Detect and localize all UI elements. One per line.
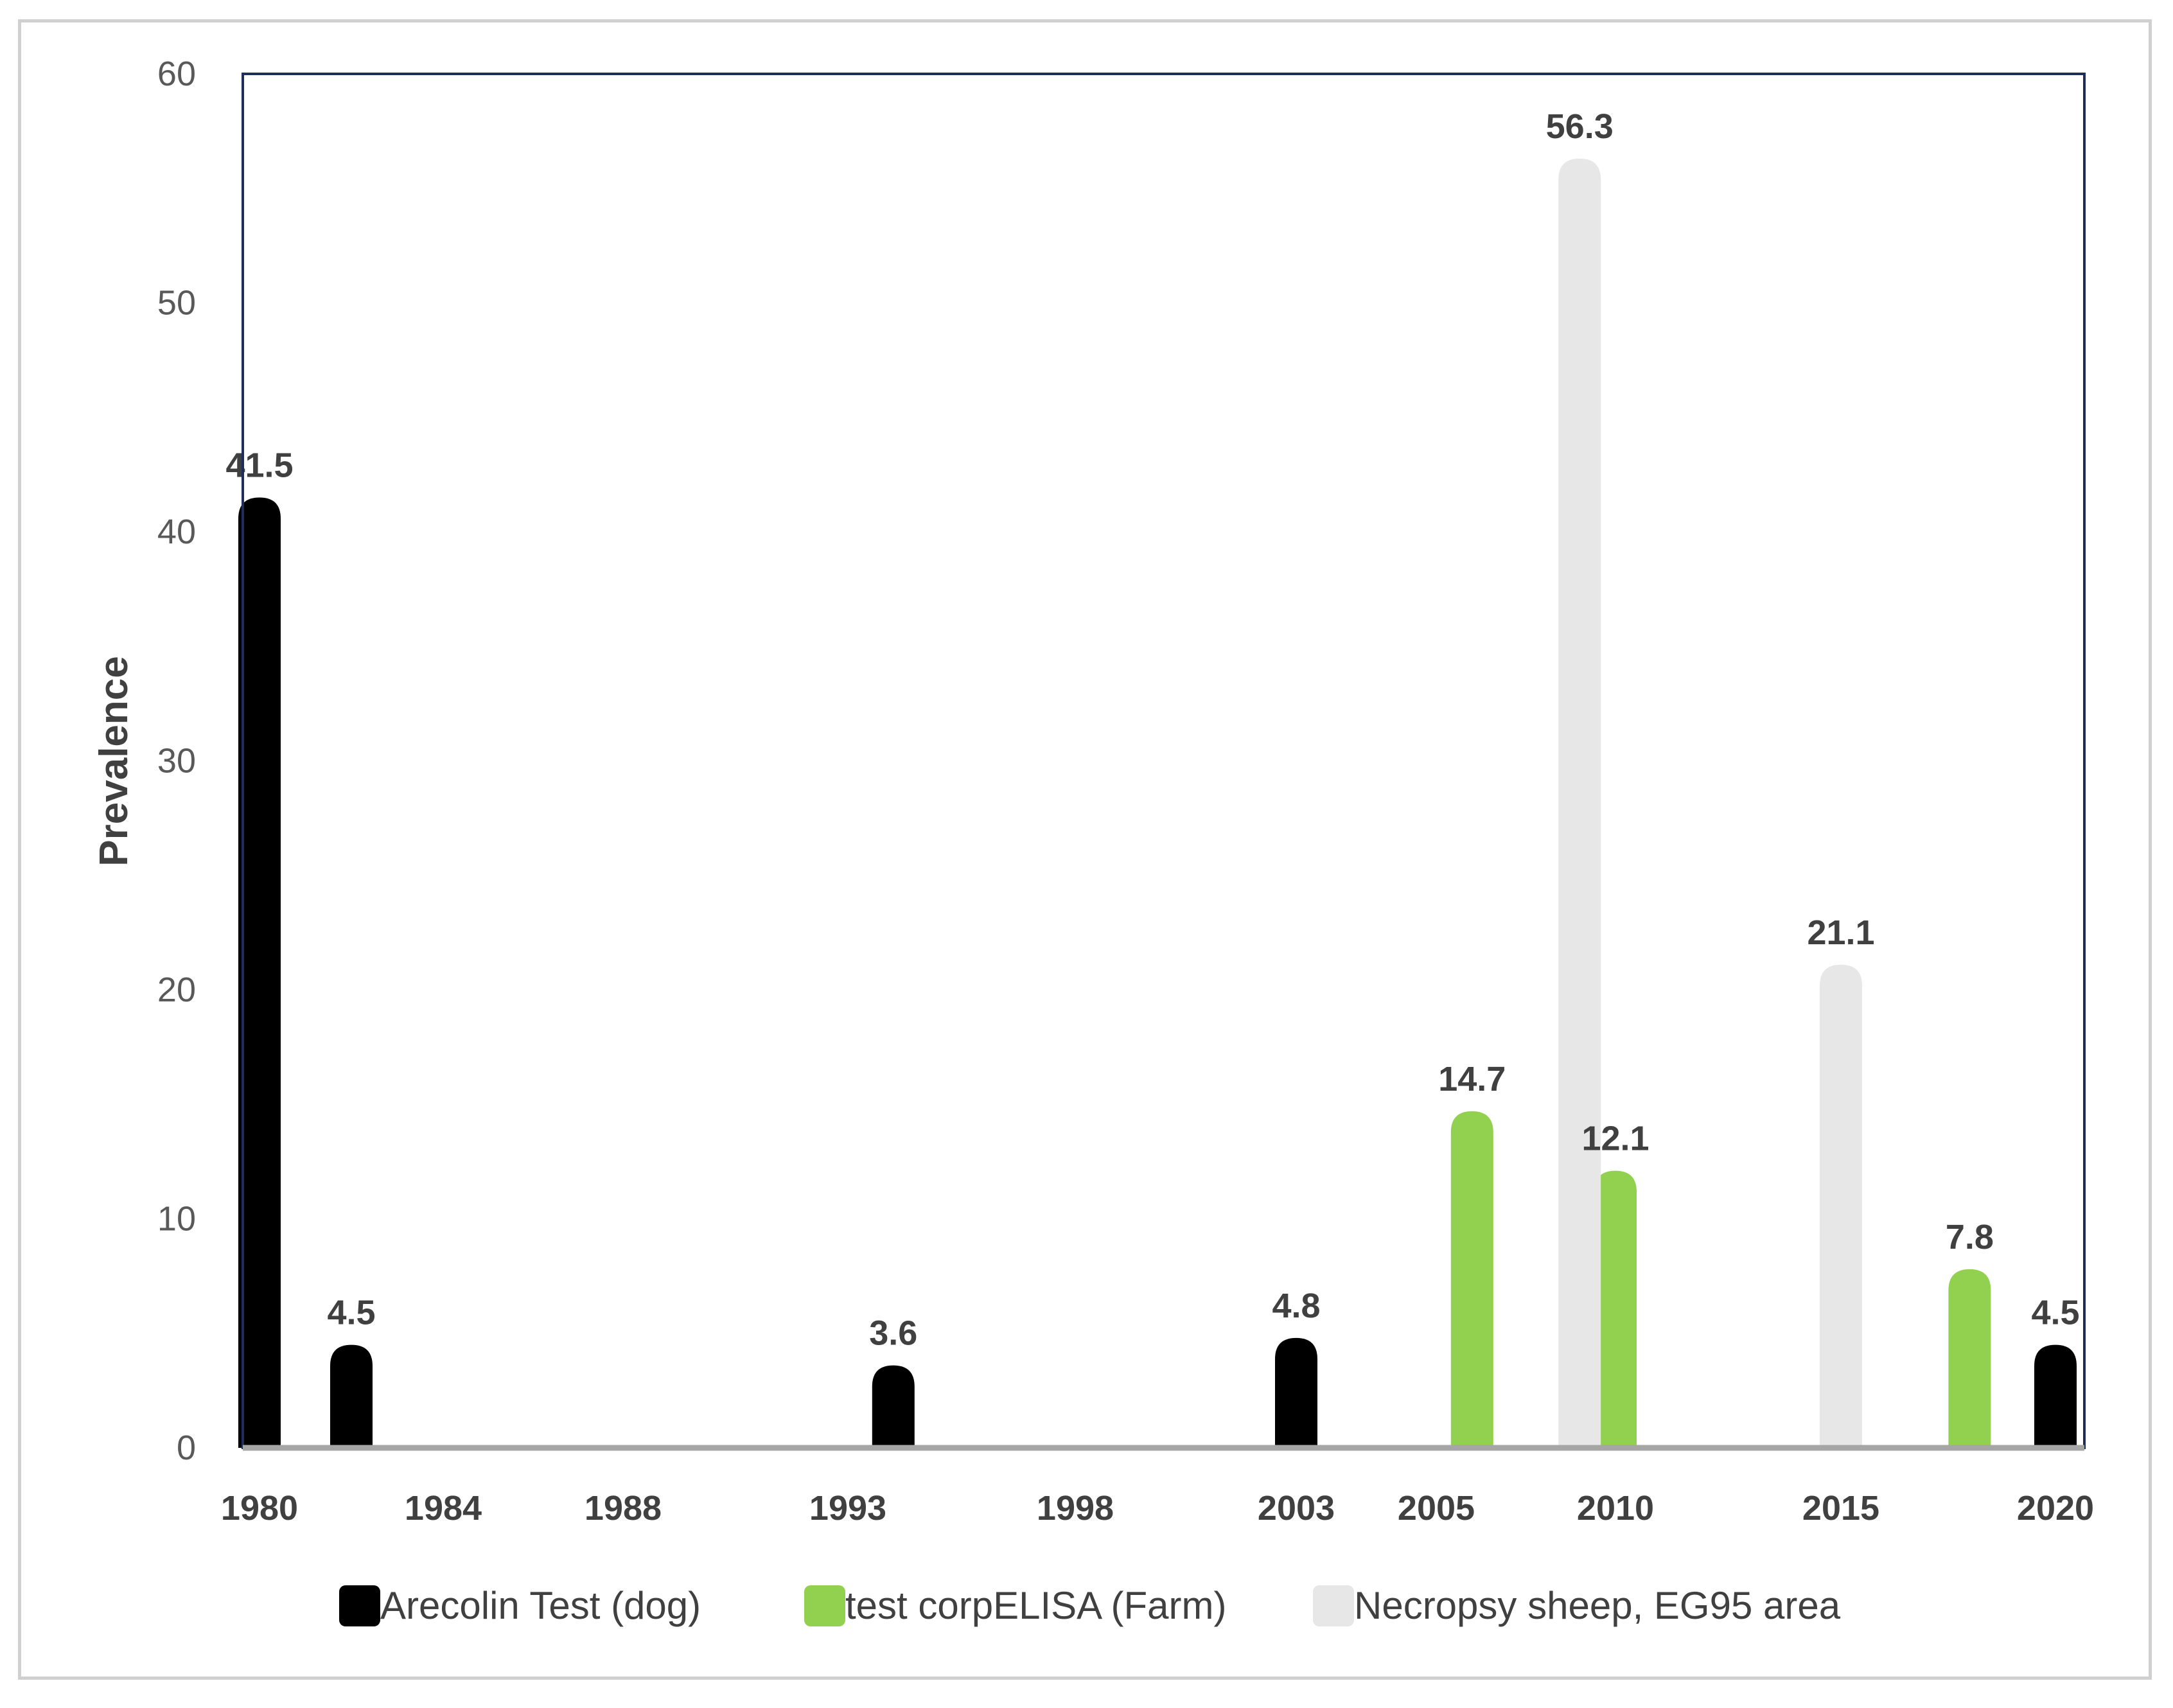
bar-1-4 [1275, 1337, 1317, 1448]
x-tick-label: 1998 [1037, 1489, 1114, 1528]
data-label: 14.7 [1438, 1060, 1506, 1098]
y-tick-label: 10 [157, 1200, 196, 1238]
data-label: 21.1 [1807, 913, 1874, 952]
bar-2-1 [1450, 1111, 1493, 1448]
x-tick-label: 1993 [809, 1489, 886, 1528]
bar-2-3 [1948, 1269, 1991, 1448]
plot-area-border [242, 73, 2086, 1449]
y-tick-label: 20 [157, 971, 196, 1009]
y-tick-label: 60 [157, 55, 196, 93]
data-label: 12.1 [1581, 1120, 1649, 1158]
chart-frame [18, 19, 2152, 1680]
bar-1-3 [872, 1365, 915, 1448]
legend-swatch [1313, 1585, 1354, 1626]
x-tick-label: 1984 [405, 1489, 482, 1528]
bar-3-1 [1558, 158, 1601, 1448]
x-tick-label: 2010 [1577, 1489, 1654, 1528]
data-label: 41.5 [225, 446, 293, 485]
y-tick-label: 40 [157, 513, 196, 551]
bar-3-2 [1820, 964, 1862, 1448]
x-tick-label: 2005 [1398, 1489, 1475, 1528]
data-label: 7.8 [1946, 1218, 1994, 1256]
x-tick-label: 2015 [1802, 1489, 1879, 1528]
data-label: 3.6 [869, 1314, 917, 1353]
data-label: 56.3 [1546, 107, 1614, 146]
legend-swatch [339, 1585, 380, 1626]
y-axis-ticks: 0 10 20 30 40 50 60 [157, 55, 196, 1467]
bar-1-5 [2034, 1344, 2077, 1448]
data-label: 4.5 [327, 1294, 375, 1332]
bar-1-1 [238, 497, 281, 1448]
bars [238, 158, 2077, 1448]
data-label: 4.5 [2031, 1294, 2079, 1332]
bar-2-2 [1594, 1170, 1637, 1448]
x-tick-label: 1980 [221, 1489, 298, 1528]
bar-1-2 [330, 1344, 373, 1448]
data-labels: 41.5 4.5 3.6 4.8 4.5 14.7 12.1 7.8 56.3 21.1 [225, 107, 2079, 1353]
legend: Arecolin Test (dog) test corpELISA (Farm)… [339, 1584, 1841, 1627]
legend-swatch [804, 1585, 845, 1626]
y-tick-label: 0 [177, 1429, 196, 1467]
legend-label: Arecolin Test (dog) [380, 1584, 701, 1627]
y-tick-label: 50 [157, 284, 196, 322]
data-label: 4.8 [1272, 1287, 1320, 1325]
legend-label: test corpELISA (Farm) [845, 1584, 1227, 1627]
y-tick-label: 30 [157, 742, 196, 780]
legend-label: Necropsy sheep, EG95 area [1354, 1584, 1841, 1627]
y-axis-title: Prevalence [92, 656, 136, 866]
x-tick-label: 1988 [585, 1489, 662, 1528]
x-tick-label: 2003 [1258, 1489, 1335, 1528]
x-tick-label: 2020 [2017, 1489, 2094, 1528]
x-axis-ticks: 1980 1984 1988 1993 1998 2003 2005 2010 2015 2020 [221, 1489, 2094, 1528]
